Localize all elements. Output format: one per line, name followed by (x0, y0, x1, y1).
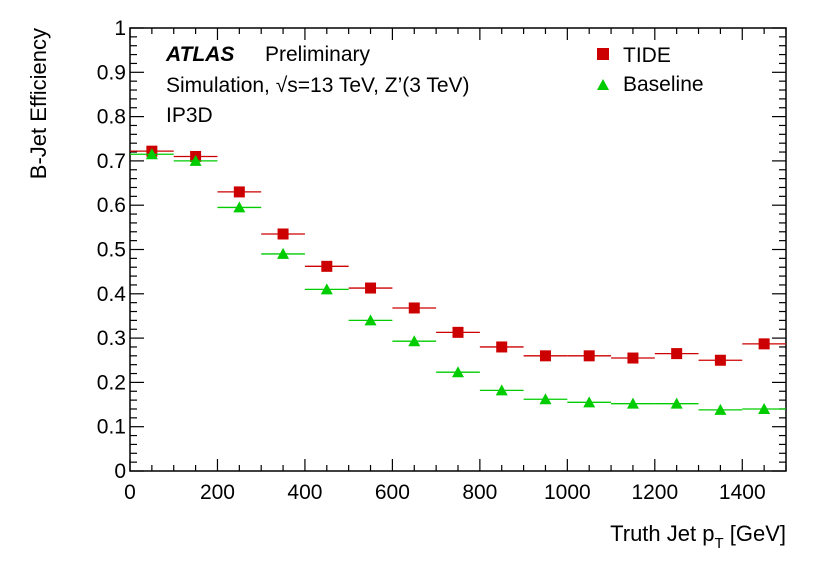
data-point-triangle (495, 384, 508, 396)
series-tide (130, 145, 786, 366)
y-tick-label: 0.7 (97, 150, 126, 173)
data-point-square (671, 348, 683, 360)
data-point-square (233, 186, 245, 198)
x-axis-label-unit: [GeV] (724, 521, 786, 546)
y-tick-label: 0.4 (97, 283, 127, 306)
legend-tide-marker (597, 48, 609, 60)
x-tick-label: 800 (462, 481, 497, 504)
x-tick-label: 400 (287, 481, 322, 504)
data-point-triangle (320, 283, 333, 295)
x-tick-label: 600 (375, 481, 410, 504)
data-point-triangle (189, 154, 202, 166)
data-point-triangle (539, 393, 552, 405)
y-tick-label: 0 (114, 460, 126, 483)
y-tick-label: 0.9 (97, 61, 126, 84)
y-tick-label: 0.5 (97, 239, 126, 262)
annotation-rest: s=13 TeV, Z’(3 TeV) (287, 74, 469, 97)
x-tick-label: 0 (124, 481, 136, 504)
data-point-square (408, 302, 420, 314)
sqrt-symbol: √ (276, 74, 288, 97)
y-tick-label: 0.1 (97, 416, 126, 439)
y-axis-label: B-Jet Efficiency (26, 28, 51, 179)
legend-tide-label: TIDE (623, 44, 671, 67)
data-point-square (539, 350, 551, 362)
data-point-triangle (670, 397, 683, 409)
data-point-square (321, 260, 333, 272)
x-tick-label: 1000 (544, 481, 591, 504)
data-point-triangle (452, 366, 464, 378)
x-axis-label: Truth Jet pT [GeV] (610, 521, 786, 552)
data-point-triangle (233, 201, 246, 213)
data-point-square (452, 326, 464, 338)
x-axis-label-main: Truth Jet p (610, 521, 714, 546)
data-point-triangle (758, 402, 771, 414)
data-point-triangle (145, 148, 158, 160)
y-tick-label: 0.2 (97, 371, 126, 394)
legend-baseline-marker (597, 79, 609, 90)
data-point-triangle (714, 403, 727, 415)
data-point-square (277, 228, 289, 240)
data-point-triangle (364, 314, 377, 326)
data-point-square (496, 341, 508, 353)
data-point-triangle (277, 247, 290, 259)
annotation-prefix: Simulation, (166, 74, 276, 97)
x-tick-label: 1200 (631, 481, 678, 504)
status-label: Preliminary (265, 43, 371, 66)
data-point-square (714, 354, 726, 366)
x-axis-label-subscript: T (714, 535, 723, 552)
data-point-square (627, 352, 639, 364)
axis-tick-labels: 0 200 400 600 800 1000 1200 1400 0 0.1 0.2 0.3 0.4 0.… (97, 17, 766, 504)
data-point-square (758, 338, 770, 350)
axis-ticks (129, 27, 787, 472)
y-tick-label: 1 (114, 17, 126, 40)
x-tick-label: 200 (200, 481, 235, 504)
x-tick-label: 1400 (719, 481, 766, 504)
data-point-triangle (583, 396, 596, 408)
data-point-triangle (408, 335, 421, 347)
y-tick-label: 0.8 (97, 106, 126, 129)
tagger-label: IP3D (166, 104, 213, 127)
y-tick-label: 0.3 (97, 327, 126, 350)
data-markers (130, 145, 786, 415)
data-point-square (365, 282, 377, 294)
data-point-square (583, 350, 595, 362)
series-baseline (130, 148, 786, 415)
data-point-triangle (626, 397, 639, 409)
y-tick-label: 0.6 (97, 194, 126, 217)
legend-baseline-label: Baseline (623, 73, 704, 96)
simulation-annotation: Simulation, √s=13 TeV, Z’(3 TeV) (166, 74, 470, 97)
atlas-label: ATLAS (165, 43, 234, 66)
